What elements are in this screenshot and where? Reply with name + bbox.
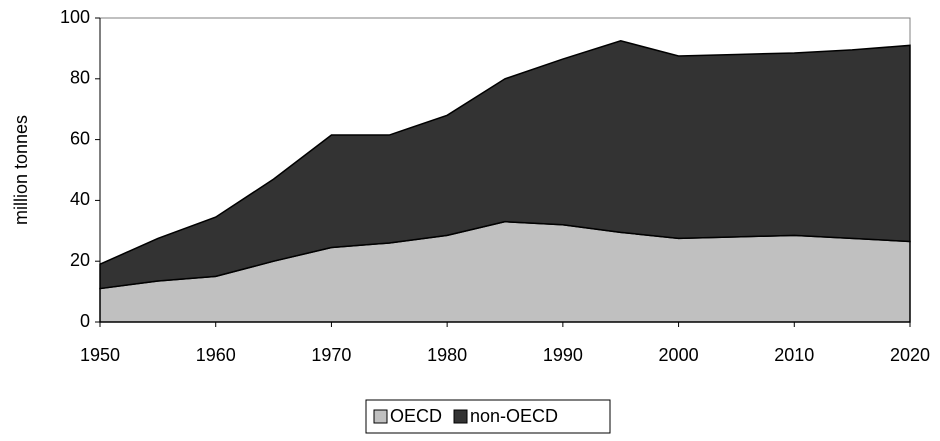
y-tick-label: 0	[80, 311, 90, 331]
x-tick-label: 1970	[311, 345, 351, 365]
x-tick-label: 2010	[774, 345, 814, 365]
legend-swatch	[453, 409, 468, 424]
x-tick-label: 1960	[196, 345, 236, 365]
legend-label: non-OECD	[470, 406, 558, 426]
legend-label: OECD	[390, 406, 442, 426]
y-tick-label: 100	[60, 7, 90, 27]
y-axis-label: million tonnes	[11, 115, 31, 225]
y-tick-label: 80	[70, 68, 90, 88]
area	[99, 40, 911, 290]
y-tick-label: 20	[70, 250, 90, 270]
legend-box	[365, 399, 611, 434]
x-tick-label: 2020	[890, 345, 930, 365]
x-tick-label: 1980	[427, 345, 467, 365]
y-tick-label: 40	[70, 189, 90, 209]
x-tick-label: 2000	[659, 345, 699, 365]
y-tick-label: 60	[70, 128, 90, 148]
x-tick-label: 1990	[543, 345, 583, 365]
legend-swatch	[373, 409, 388, 424]
x-tick-label: 1950	[80, 345, 120, 365]
